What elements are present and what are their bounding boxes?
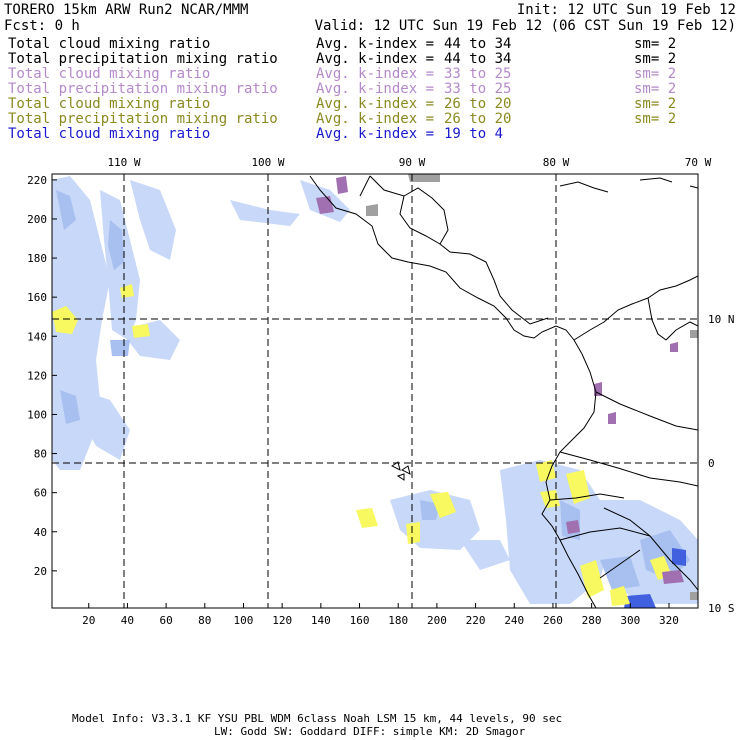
legend-range: 26 to 20 xyxy=(444,111,511,127)
legend-field: Total cloud mixing ratio xyxy=(8,66,210,82)
grid-x-label: 300 xyxy=(620,614,640,627)
legend-range: 33 to 25 xyxy=(444,66,511,82)
legend-range: 19 to 4 xyxy=(444,126,503,142)
legend-avg: Avg. k-index = xyxy=(316,81,434,97)
longitude-label: 100 W xyxy=(251,156,284,169)
grid-x-label: 220 xyxy=(466,614,486,627)
legend-field: Total cloud mixing ratio xyxy=(8,36,210,52)
bottom-grid-labels: 20 40 60 80 100 120 140 160 180 200 220 240 260 280 30… xyxy=(82,614,679,627)
grid-x-label: 20 xyxy=(82,614,95,627)
model-title: TORERO 15km ARW Run2 NCAR/MMM xyxy=(4,2,248,18)
coastlines xyxy=(309,175,698,608)
grid-x-label: 60 xyxy=(159,614,172,627)
grid-y-label: 40 xyxy=(34,526,47,539)
legend-row: Total cloud mixing ratio Avg. k-index = 26… xyxy=(8,96,676,112)
shaded-fields xyxy=(52,174,698,608)
legend-range: 44 to 34 xyxy=(444,36,511,52)
legend-smoothing: sm= 2 xyxy=(634,96,676,112)
legend-row: Total precipitation mixing ratio Avg. k-i… xyxy=(8,111,676,127)
grid-y-label: 60 xyxy=(34,487,47,500)
grid-y-label: 80 xyxy=(34,448,47,461)
precip-purple xyxy=(316,176,684,584)
latitude-label: 10 S xyxy=(708,602,735,615)
longitude-label: 80 W xyxy=(543,156,570,169)
grid-x-label: 120 xyxy=(272,614,292,627)
grid-x-label: 140 xyxy=(311,614,331,627)
valid-time: Valid: 12 UTC Sun 19 Feb 12 (06 CST Sun … xyxy=(315,18,736,34)
legend-range: 44 to 34 xyxy=(444,51,511,67)
top-longitude-labels: 110 W 100 W 90 W 80 W 70 W xyxy=(107,156,711,169)
grid-x-label: 240 xyxy=(504,614,524,627)
physics-info: LW: Godd SW: Goddard DIFF: simple KM: 2D… xyxy=(214,725,526,738)
left-grid-labels: 220 200 180 160 140 120 100 80 60 40 20 xyxy=(27,174,47,578)
grid-x-label: 200 xyxy=(427,614,447,627)
right-latitude-labels: 10 N 0 10 S xyxy=(708,313,735,615)
legend-row: Total precipitation mixing ratio Avg. k-i… xyxy=(8,51,676,67)
legend-smoothing: sm= 2 xyxy=(634,51,676,67)
map-frame xyxy=(51,173,699,609)
grid-x-label: 80 xyxy=(198,614,211,627)
latitude-label: 0 xyxy=(708,457,715,470)
legend-smoothing: sm= 2 xyxy=(634,36,676,52)
longitude-label: 110 W xyxy=(107,156,140,169)
legend-field: Total precipitation mixing ratio xyxy=(8,111,278,127)
legend-smoothing: sm= 2 xyxy=(634,111,676,127)
legend-field: Total precipitation mixing ratio xyxy=(8,81,278,97)
longitude-label: 90 W xyxy=(399,156,426,169)
grid-y-label: 120 xyxy=(27,369,47,382)
legend-range: 33 to 25 xyxy=(444,81,511,97)
legend-smoothing: sm= 2 xyxy=(634,81,676,97)
legend-row: Total precipitation mixing ratio Avg. k-i… xyxy=(8,81,676,97)
legend-row: Total cloud mixing ratio Avg. k-index = 19… xyxy=(8,126,503,142)
grid-y-label: 20 xyxy=(34,565,47,578)
tick-marks xyxy=(52,179,670,608)
longitude-label: 70 W xyxy=(685,156,712,169)
legend-field: Total cloud mixing ratio xyxy=(8,126,210,142)
legend-avg: Avg. k-index = xyxy=(316,126,434,142)
legend-field: Total cloud mixing ratio xyxy=(8,96,210,112)
grid-x-label: 100 xyxy=(234,614,254,627)
grid-y-label: 100 xyxy=(27,408,47,421)
model-info: Model Info: V3.3.1 KF YSU PBL WDM 6class… xyxy=(72,712,562,725)
legend-row: Total cloud mixing ratio Avg. k-index = 33… xyxy=(8,66,676,82)
legend-avg: Avg. k-index = xyxy=(316,51,434,67)
legend: Total cloud mixing ratio Avg. k-index = 44… xyxy=(8,36,676,142)
grid-x-label: 40 xyxy=(121,614,134,627)
grid-x-label: 320 xyxy=(659,614,679,627)
legend-avg: Avg. k-index = xyxy=(316,111,434,127)
grid-y-label: 140 xyxy=(27,330,47,343)
grid-y-label: 220 xyxy=(27,174,47,187)
latitude-label: 10 N xyxy=(708,313,735,326)
lat-lon-grid xyxy=(52,174,698,608)
legend-avg: Avg. k-index = xyxy=(316,96,434,112)
legend-smoothing: sm= 2 xyxy=(634,66,676,82)
grid-x-label: 280 xyxy=(582,614,602,627)
legend-avg: Avg. k-index = xyxy=(316,36,434,52)
grid-y-label: 180 xyxy=(27,252,47,265)
legend-range: 26 to 20 xyxy=(444,96,511,112)
grid-y-label: 160 xyxy=(27,291,47,304)
precip-gray xyxy=(366,174,698,600)
init-time: Init: 12 UTC Sun 19 Feb 12 xyxy=(517,2,736,18)
forecast-hour: Fcst: 0 h xyxy=(4,18,80,34)
legend-avg: Avg. k-index = xyxy=(316,66,434,82)
map-panel xyxy=(51,173,699,609)
legend-row: Total cloud mixing ratio Avg. k-index = 44… xyxy=(8,36,676,52)
grid-x-label: 260 xyxy=(543,614,563,627)
legend-field: Total precipitation mixing ratio xyxy=(8,51,278,67)
grid-x-label: 160 xyxy=(350,614,370,627)
cloud-dark-blue xyxy=(624,548,686,608)
grid-x-label: 180 xyxy=(388,614,408,627)
grid-y-label: 200 xyxy=(27,213,47,226)
